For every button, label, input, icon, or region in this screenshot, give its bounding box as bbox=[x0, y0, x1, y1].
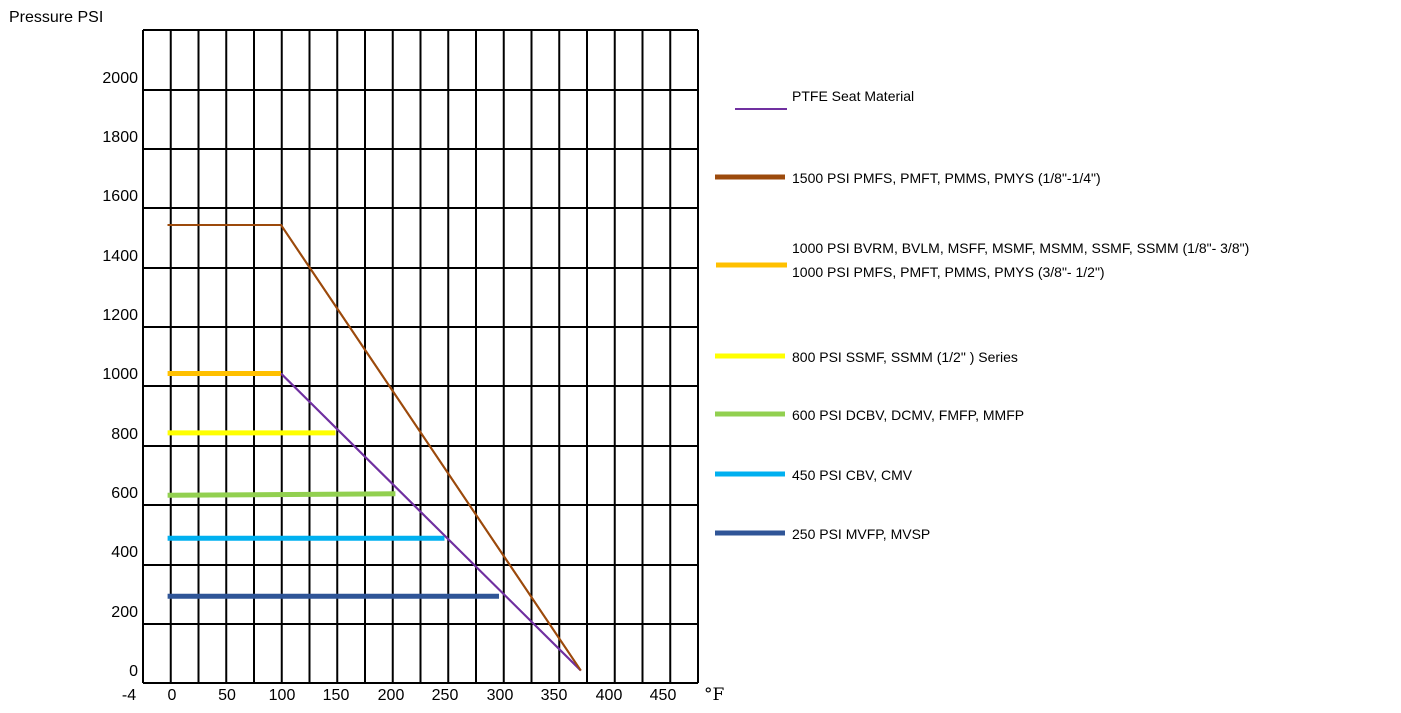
legend-label: 250 PSI MVFP, MVSP bbox=[792, 526, 930, 542]
chart-grid bbox=[142, 29, 699, 684]
y-tick-label: 1000 bbox=[102, 366, 138, 383]
x-tick-label: 250 bbox=[432, 687, 459, 704]
series-layer bbox=[167, 224, 582, 672]
legend: PTFE Seat Material 1500 PSI PMFS, PMFT, P… bbox=[715, 88, 1249, 542]
legend-label: PTFE Seat Material bbox=[792, 88, 914, 104]
y-tick-label: 1200 bbox=[102, 307, 138, 324]
y-tick-label: 1600 bbox=[102, 188, 138, 205]
legend-label: 1000 PSI PMFS, PMFT, PMMS, PMYS (3/8"- 1… bbox=[792, 264, 1105, 280]
y-tick-label: 600 bbox=[111, 485, 138, 502]
y-tick-label: 1400 bbox=[102, 248, 138, 265]
y-tick-label: 800 bbox=[111, 426, 138, 443]
x-tick-label: 150 bbox=[323, 687, 350, 704]
legend-label: 1000 PSI BVRM, BVLM, MSFF, MSMF, MSMM, S… bbox=[792, 240, 1249, 256]
y-tick-label: 2000 bbox=[102, 70, 138, 87]
x-axis-unit: °F bbox=[704, 685, 725, 705]
y-axis-title: Pressure PSI bbox=[9, 9, 103, 26]
y-tick-label: 1800 bbox=[102, 129, 138, 146]
x-tick-label: 350 bbox=[541, 687, 568, 704]
series-line-overlay-1 bbox=[280, 372, 582, 672]
x-tick-label: 200 bbox=[378, 687, 405, 704]
series-line-5 bbox=[167, 491, 396, 498]
legend-label: 450 PSI CBV, CMV bbox=[792, 467, 913, 483]
axis-labels: Pressure PSI °F 020040060080010001200140… bbox=[9, 9, 725, 705]
x-tick-label: 100 bbox=[269, 687, 296, 704]
legend-label: 600 PSI DCBV, DCMV, FMFP, MMFP bbox=[792, 407, 1024, 423]
x-tick-label: 50 bbox=[218, 687, 236, 704]
y-tick-label: 0 bbox=[129, 663, 138, 680]
x-tick-label: -4 bbox=[122, 687, 136, 704]
legend-label: 800 PSI SSMF, SSMM (1/2" ) Series bbox=[792, 349, 1018, 365]
y-tick-label: 200 bbox=[111, 604, 138, 621]
x-tick-label: 300 bbox=[487, 687, 514, 704]
x-tick-label: 400 bbox=[596, 687, 623, 704]
y-tick-label: 400 bbox=[111, 544, 138, 561]
x-tick-label: 0 bbox=[168, 687, 177, 704]
series-line-2 bbox=[167, 224, 582, 672]
series-line-overlay-2 bbox=[167, 224, 582, 672]
x-tick-label: 450 bbox=[650, 687, 677, 704]
legend-label: 1500 PSI PMFS, PMFT, PMMS, PMYS (1/8"-1/… bbox=[792, 170, 1101, 186]
